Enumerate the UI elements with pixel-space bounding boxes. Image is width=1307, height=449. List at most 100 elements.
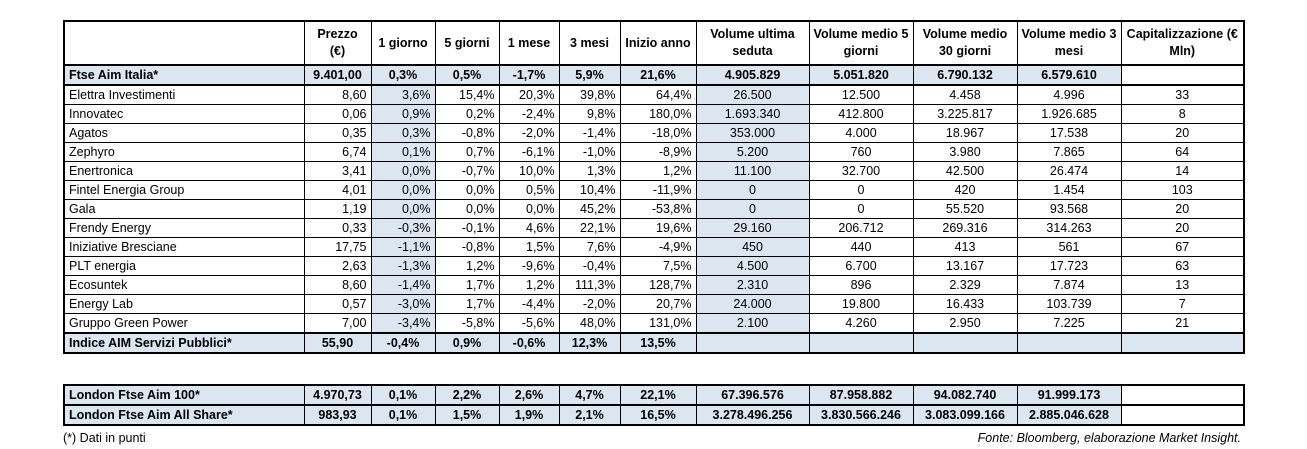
table-cell: 8,60 (303, 84, 372, 105)
source-note: Fonte: Bloomberg, elaborazione Market In… (977, 431, 1241, 445)
table-cell: 20 (1120, 199, 1245, 219)
table-cell: 4.260 (808, 313, 914, 334)
table-row: Agatos 0,35 0,3% -0,8% -2,0% -1,4% -18,0% 353.0… (63, 123, 1245, 143)
table-cell: 6.790.132 (912, 64, 1018, 86)
table-cell (912, 332, 1018, 354)
table-cell: 0,35 (303, 123, 372, 143)
table-cell: 91.999.173 (1016, 384, 1122, 406)
table-cell: 4.500 (695, 256, 810, 276)
table-cell: 4,6% (498, 218, 560, 238)
table-row: Gruppo Green Power 7,00 -3,4% -5,8% -5,6% 48,… (63, 313, 1245, 334)
table-cell: 20 (1120, 218, 1245, 238)
table-cell: 3.980 (912, 142, 1018, 162)
table-cell: -0,8% (434, 237, 500, 257)
header-row: Prezzo (€) 1 giorno 5 giorni 1 mese 3 mesi In… (63, 20, 1245, 66)
table-cell: -1,4% (558, 123, 621, 143)
table-cell: 13 (1120, 275, 1245, 295)
table-cell: -1,1% (370, 237, 436, 257)
table-cell: 24.000 (695, 294, 810, 314)
table-cell: 3.278.496.256 (695, 404, 810, 426)
table-cell: -0,6% (498, 332, 560, 354)
table-cell: -1,7% (498, 64, 560, 86)
table-cell: 5.200 (695, 142, 810, 162)
table-cell: Frendy Energy (63, 218, 305, 238)
table-cell: Energy Lab (63, 294, 305, 314)
table-cell: -1,3% (370, 256, 436, 276)
index-row: Ftse Aim Italia* 9.401,00 0,3% 0,5% -1,7% 5,9… (63, 64, 1245, 86)
table-cell: 1,5% (434, 404, 500, 426)
table-cell: 9.401,00 (303, 64, 372, 86)
table-cell: Enertronica (63, 161, 305, 181)
market-table: Prezzo (€) 1 giorno 5 giorni 1 mese 3 mesi In… (63, 20, 1245, 354)
table-cell: 93.568 (1016, 199, 1122, 219)
table-cell: 3,41 (303, 161, 372, 181)
table-cell: 9,8% (558, 104, 621, 124)
table-cell: 760 (808, 142, 914, 162)
table-cell: 0,0% (434, 180, 500, 200)
table-cell: -0,8% (434, 123, 500, 143)
table-cell: 18.967 (912, 123, 1018, 143)
table-cell: 420 (912, 180, 1018, 200)
table-cell: 67.396.576 (695, 384, 810, 406)
table-cell: 19.800 (808, 294, 914, 314)
table-cell: Gruppo Green Power (63, 313, 305, 334)
table-cell: 21,6% (619, 64, 697, 86)
column-header: Volume medio 30 giorni (912, 20, 1018, 66)
table-cell: 0,1% (370, 384, 436, 406)
table-cell: 32.700 (808, 161, 914, 181)
table-cell: 440 (808, 237, 914, 257)
table-cell: 3.830.566.246 (808, 404, 914, 426)
table-cell (1120, 64, 1245, 86)
table-row: Elettra Investimenti 8,60 3,6% 15,4% 20,3% 39… (63, 84, 1245, 105)
london-row: London Ftse Aim 100* 4.970,73 0,1% 2,2% 2,6%… (63, 384, 1245, 406)
table-cell: 1,3% (558, 161, 621, 181)
table-cell: London Ftse Aim All Share* (63, 404, 305, 426)
table-cell: 11.100 (695, 161, 810, 181)
table-cell: -2,4% (498, 104, 560, 124)
table-cell: PLT energia (63, 256, 305, 276)
table-cell: 0,0% (498, 199, 560, 219)
table-cell: 314.263 (1016, 218, 1122, 238)
column-header: Capitalizzazione (€ Mln) (1120, 20, 1245, 66)
table-cell: Ftse Aim Italia* (63, 64, 305, 86)
table-cell: 26.474 (1016, 161, 1122, 181)
table-cell: -11,9% (619, 180, 697, 200)
table-cell: 64 (1120, 142, 1245, 162)
column-header: Volume medio 5 giorni (808, 20, 914, 66)
table-cell: 0,7% (434, 142, 500, 162)
table-row: Zephyro 6,74 0,1% 0,7% -6,1% -1,0% -8,9% 5.200 7… (63, 142, 1245, 162)
column-header: Prezzo (€) (303, 20, 372, 66)
table-cell: 7 (1120, 294, 1245, 314)
table-cell: -0,1% (434, 218, 500, 238)
table-cell: 3.225.817 (912, 104, 1018, 124)
table-cell: 4.458 (912, 84, 1018, 105)
table-cell: 7.225 (1016, 313, 1122, 334)
table-cell: 55.520 (912, 199, 1018, 219)
table-cell: -9,6% (498, 256, 560, 276)
table-cell: Ecosuntek (63, 275, 305, 295)
table-cell: 0 (695, 180, 810, 200)
table-cell: 55,90 (303, 332, 372, 354)
table-cell: 6,74 (303, 142, 372, 162)
table-cell: 353.000 (695, 123, 810, 143)
table-cell: 0 (695, 199, 810, 219)
table-cell: 0,5% (434, 64, 500, 86)
table-cell: 4.996 (1016, 84, 1122, 105)
table-cell: 12,3% (558, 332, 621, 354)
table-cell: 17,75 (303, 237, 372, 257)
table-cell (808, 332, 914, 354)
table-cell: 20,3% (498, 84, 560, 105)
table-cell: 0,33 (303, 218, 372, 238)
table-cell: 2,1% (558, 404, 621, 426)
table-cell: 0,0% (434, 199, 500, 219)
table-cell: -6,1% (498, 142, 560, 162)
table-cell: 63 (1120, 256, 1245, 276)
table-cell: -0,4% (370, 332, 436, 354)
table-cell: 2.310 (695, 275, 810, 295)
table-cell: 0,0% (370, 161, 436, 181)
table-cell: 412.800 (808, 104, 914, 124)
table-cell: 10,4% (558, 180, 621, 200)
table-cell: 0,0% (370, 199, 436, 219)
table-cell: Fintel Energia Group (63, 180, 305, 200)
table-cell: 33 (1120, 84, 1245, 105)
